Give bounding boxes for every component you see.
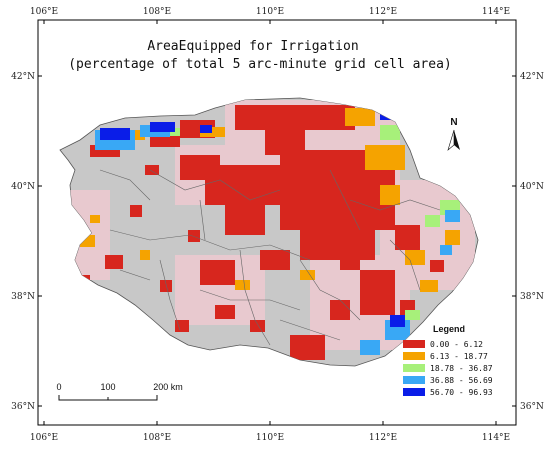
scale-line <box>58 395 158 401</box>
legend: Legend 0.00 - 6.12 6.13 - 18.77 18.78 - … <box>403 324 493 397</box>
y-tick-label-right: 38°N <box>520 292 544 302</box>
map-title: AreaEquipped for Irrigation <box>147 39 358 54</box>
scale-bar: 0 100 200 km <box>56 382 183 401</box>
legend-swatch <box>403 340 425 348</box>
y-tick-label-left: 36°N <box>11 402 35 412</box>
map-subtitle: (percentage of total 5 arc-minute grid c… <box>68 57 452 72</box>
x-tick-label-bottom: 112°E <box>369 433 397 443</box>
legend-label: 0.00 - 6.12 <box>430 340 483 349</box>
x-tick-label-top: 114°E <box>482 7 510 17</box>
x-tick-label-bottom: 106°E <box>30 433 58 443</box>
north-arrow-half-icon <box>447 129 455 151</box>
legend-swatch <box>403 364 425 372</box>
county-boundaries <box>99 169 441 346</box>
legend-label: 56.70 - 96.93 <box>430 388 493 397</box>
y-tick-label-left: 38°N <box>11 292 35 302</box>
x-tick-label-top: 108°E <box>143 7 171 17</box>
legend-swatch <box>403 376 425 384</box>
y-tick-label-right: 42°N <box>520 72 544 82</box>
north-arrow: N <box>447 117 460 151</box>
legend-swatch <box>403 388 425 396</box>
y-tick-label-right: 40°N <box>520 182 544 192</box>
scale-label: 100 <box>100 382 115 392</box>
x-tick-label-top: 112°E <box>369 7 397 17</box>
legend-label: 18.78 - 36.87 <box>430 364 493 373</box>
x-tick-label-bottom: 110°E <box>256 433 284 443</box>
x-tick-label-top: 110°E <box>256 7 284 17</box>
graticule-ticks <box>38 20 516 425</box>
north-arrow-label: N <box>450 117 457 128</box>
y-tick-label-right: 36°N <box>520 402 544 412</box>
legend-label: 6.13 - 18.77 <box>430 352 488 361</box>
x-tick-label-bottom: 114°E <box>482 433 510 443</box>
scale-label: 0 <box>56 382 61 392</box>
legend-title: Legend <box>433 324 465 334</box>
y-tick-label-left: 40°N <box>11 182 35 192</box>
x-tick-label-bottom: 108°E <box>143 433 171 443</box>
legend-label: 36.88 - 56.69 <box>430 376 493 385</box>
x-tick-label-top: 106°E <box>30 7 58 17</box>
y-tick-label-left: 42°N <box>11 72 35 82</box>
legend-swatch <box>403 352 425 360</box>
scale-label: 200 km <box>153 382 183 392</box>
